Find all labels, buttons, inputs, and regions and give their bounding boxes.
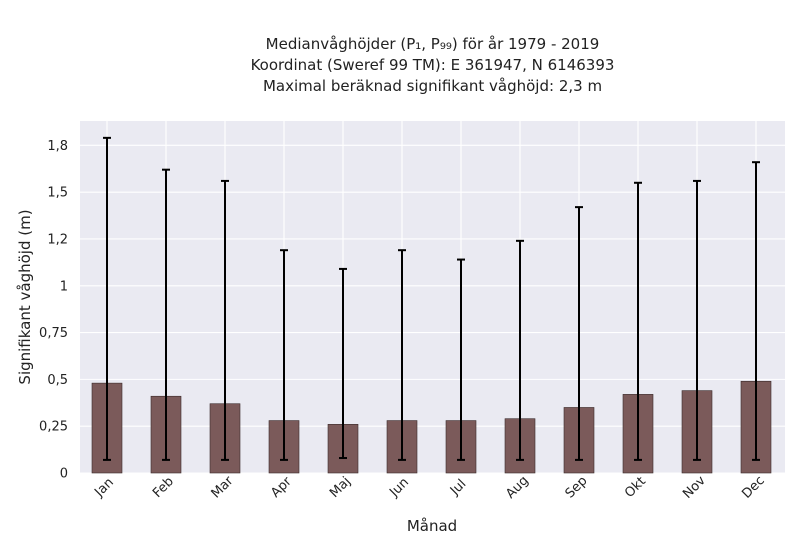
x-tick-label-mar: Mar <box>209 473 237 501</box>
x-tick-label-jun: Jun <box>386 475 412 501</box>
x-tick-label-sep: Sep <box>563 474 591 502</box>
title-line-2: Koordinat (Sweref 99 TM): E 361947, N 61… <box>250 56 615 74</box>
title-line-3: Maximal beräknad signifikant våghöjd: 2,… <box>262 77 603 95</box>
x-tick-label-nov: Nov <box>680 473 709 502</box>
y-axis-label: Signifikant våghöjd (m) <box>16 209 34 384</box>
x-tick-label-feb: Feb <box>150 474 177 501</box>
y-tick-label: 1,8 <box>47 139 68 154</box>
x-axis-label: Månad <box>407 517 457 535</box>
x-tick-label-aug: Aug <box>503 473 532 502</box>
chart-title: Medianvåghöjder (P₁, P₉₉) för år 1979 - … <box>80 34 785 97</box>
title-line-1: Medianvåghöjder (P₁, P₉₉) för år 1979 - … <box>265 35 600 53</box>
error-bars <box>103 136 760 461</box>
y-tick-label: 1 <box>60 279 68 294</box>
x-tick-label-maj: Maj <box>327 474 354 501</box>
x-tick-label-okt: Okt <box>622 474 649 501</box>
y-tick-label: 1,2 <box>47 232 68 247</box>
x-tick-label-apr: Apr <box>268 474 295 501</box>
y-tick-label: 1,5 <box>47 186 68 201</box>
x-tick-label-jul: Jul <box>447 477 469 499</box>
y-tick-label: 0,75 <box>39 326 68 341</box>
y-ticks: 0 0,25 0,5 0,75 1 1,2 1,5 1,8 <box>39 139 68 482</box>
y-tick-label: 0,25 <box>39 420 68 435</box>
plot-area <box>80 121 785 473</box>
x-tick-label-jan: Jan <box>91 475 116 500</box>
y-tick-label: 0,5 <box>47 373 68 388</box>
y-tick-label: 0 <box>60 467 68 482</box>
x-ticks: Jan Feb Mar Apr Maj Jun Jul Aug Sep Okt Nov Dec <box>91 473 767 502</box>
x-tick-label-dec: Dec <box>739 473 767 501</box>
